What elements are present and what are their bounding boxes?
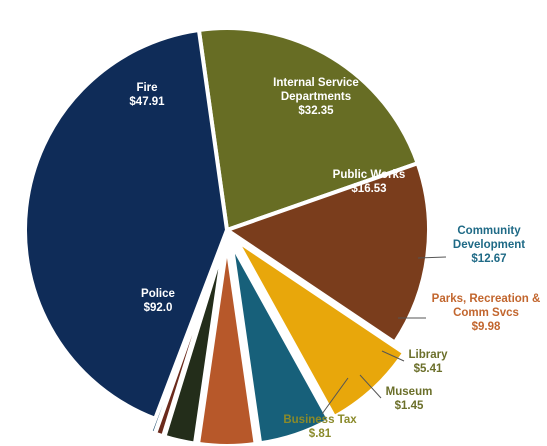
label-name-line: Comm Svcs [453, 307, 519, 319]
label-library: Library $5.41 [409, 349, 449, 375]
label-name-line: Development [453, 239, 525, 251]
label-value: $32.35 [298, 105, 334, 117]
label-value: $16.53 [351, 183, 386, 195]
slice-police [23, 27, 229, 421]
slice-internal-service-departments [225, 161, 431, 345]
slice-community-development [229, 241, 332, 446]
slice-labels: Fire $47.91 Internal Service Departments $32… [129, 77, 540, 440]
label-name-line: Museum [386, 386, 433, 398]
pie-slices [23, 26, 431, 446]
label-public-works: Public Works $16.53 [333, 169, 406, 195]
label-name-line: Police [141, 288, 175, 300]
slice-fire [196, 26, 420, 232]
leader-line-business-tax [321, 377, 349, 415]
label-name-line: Public Works [333, 169, 406, 181]
label-name-line: Business Tax [283, 414, 357, 426]
label-name-line: Library [409, 349, 449, 361]
leader-line-museum [359, 374, 382, 399]
leader-line-library [381, 350, 405, 362]
label-fire: Fire $47.91 [129, 82, 165, 108]
label-museum: Museum $1.45 [386, 386, 433, 412]
label-business-tax: Business Tax $.81 [283, 414, 357, 440]
label-value: $5.41 [414, 363, 443, 375]
label-value: $92.0 [144, 302, 173, 314]
label-parks-recreation-and-comm-svcs: Parks, Recreation & Comm Svcs $9.98 [432, 293, 541, 333]
leader-lines [321, 256, 447, 415]
leader-line-community-development [417, 256, 447, 259]
label-value: $12.67 [471, 253, 506, 265]
label-name-line: Departments [281, 91, 351, 103]
label-name-line: Community [457, 225, 521, 237]
label-community-development: Community Development $12.67 [453, 225, 525, 265]
label-value: $9.98 [472, 321, 501, 333]
label-name-line: Internal Service [273, 77, 359, 89]
label-value: $.81 [309, 428, 332, 440]
label-value: $1.45 [395, 400, 424, 412]
label-value: $47.91 [129, 96, 165, 108]
label-name-line: Parks, Recreation & [432, 293, 541, 305]
label-police: Police $92.0 [141, 288, 175, 314]
label-internal-service-departments: Internal Service Departments $32.35 [273, 77, 359, 117]
label-name-line: Fire [136, 82, 157, 94]
